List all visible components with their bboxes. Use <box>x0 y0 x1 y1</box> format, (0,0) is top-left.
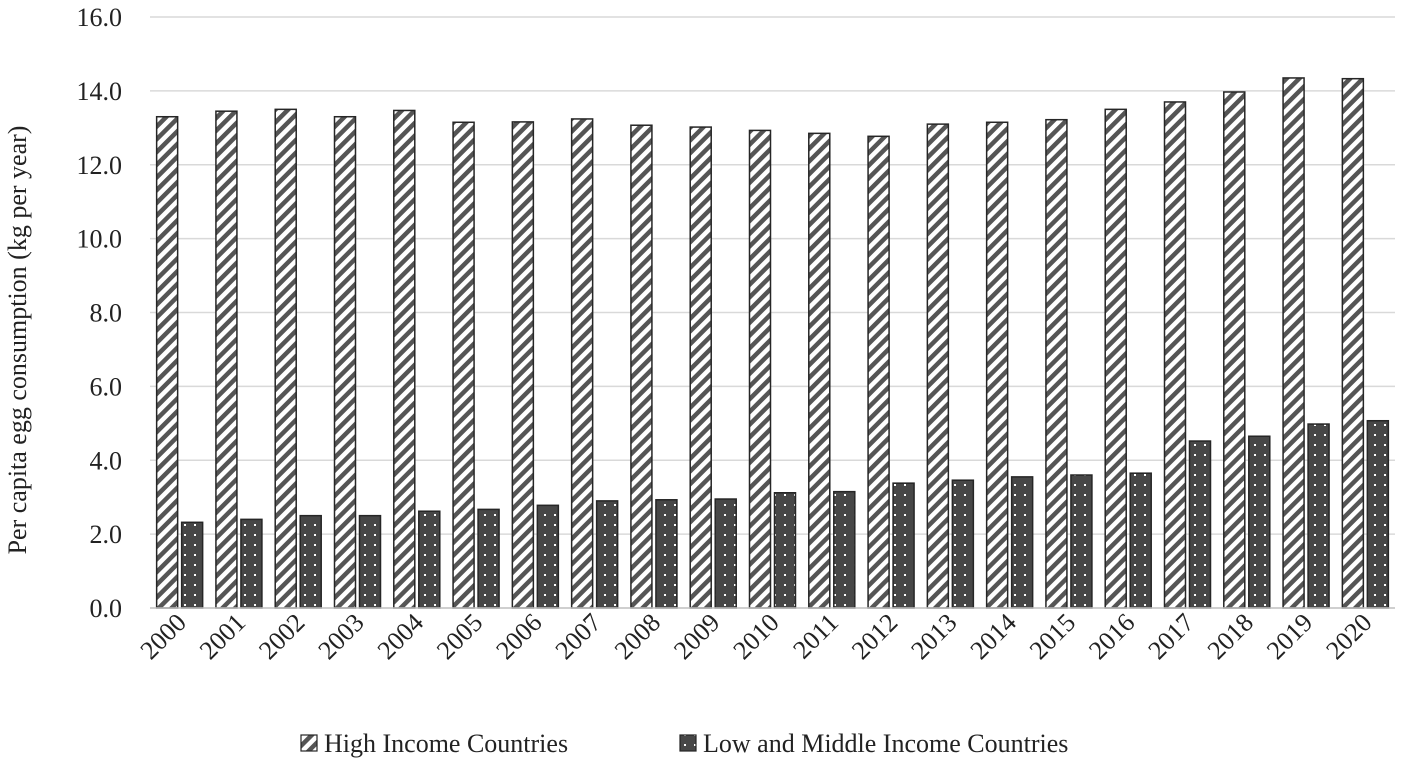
y-tick-label: 14.0 <box>77 77 123 106</box>
bar-high-income <box>1282 77 1305 609</box>
y-tick-label: 16.0 <box>77 3 123 32</box>
y-tick-label: 2.0 <box>90 520 123 549</box>
bar-low-middle-income <box>714 498 737 609</box>
x-tick-label: 2018 <box>1202 608 1259 665</box>
bar-low-middle-income <box>1129 472 1152 609</box>
bar-high-income <box>274 108 297 609</box>
bar-low-middle-income <box>1070 474 1093 609</box>
bar-low-middle-income <box>1248 435 1271 609</box>
x-tick-label: 2011 <box>787 608 844 665</box>
x-tick-label: 2013 <box>905 608 962 665</box>
x-tick-label: 2007 <box>550 608 607 665</box>
bar-high-income <box>452 121 475 609</box>
bar-high-income <box>1163 101 1187 609</box>
x-tick-label: 2014 <box>965 608 1022 665</box>
y-tick-label: 6.0 <box>90 372 123 401</box>
x-tick-label: 2015 <box>1024 608 1081 665</box>
x-tick-label: 2006 <box>490 608 547 665</box>
x-tick-label: 2016 <box>1083 608 1140 665</box>
x-tick-label: 2009 <box>668 608 725 665</box>
x-tick-label: 2012 <box>846 608 903 665</box>
x-tick-label: 2017 <box>1142 608 1199 665</box>
bar-high-income <box>333 115 357 609</box>
bar-high-income <box>511 121 535 609</box>
bar-low-middle-income <box>240 518 263 609</box>
bar-high-income <box>689 126 712 609</box>
bar-low-middle-income <box>299 514 322 609</box>
bar-high-income <box>1223 91 1246 609</box>
bar-low-middle-income <box>833 490 856 609</box>
gridlines <box>150 16 1395 535</box>
y-tick-label: 10.0 <box>77 225 123 254</box>
bar-low-middle-income <box>1366 419 1390 609</box>
y-tick-label: 8.0 <box>90 299 123 328</box>
bar-low-middle-income <box>892 482 915 609</box>
bar-low-middle-income <box>180 521 204 609</box>
legend-label: High Income Countries <box>324 729 568 758</box>
x-tick-label: 2003 <box>312 608 369 665</box>
bar-low-middle-income <box>655 499 678 609</box>
bar-high-income <box>748 129 772 609</box>
x-tick-label: 2008 <box>609 608 666 665</box>
x-tick-label: 2004 <box>372 608 429 665</box>
bar-high-income <box>1341 77 1365 609</box>
bar-high-income <box>985 121 1009 609</box>
bar-high-income <box>393 109 416 609</box>
bar-low-middle-income <box>477 508 500 609</box>
legend-label: Low and Middle Income Countries <box>703 729 1068 758</box>
bar-high-income <box>630 124 653 609</box>
bar-low-middle-income <box>595 500 619 609</box>
bar-high-income <box>926 123 950 609</box>
bar-high-income <box>215 110 238 609</box>
legend-swatch-low-middle-income <box>679 734 697 752</box>
bar-high-income <box>1104 108 1127 609</box>
bar-low-middle-income <box>1188 440 1212 609</box>
x-tick-label: 2020 <box>1320 608 1377 665</box>
bars <box>155 77 1390 609</box>
y-axis-label: Per capita egg consumption (kg per year) <box>3 126 32 555</box>
x-tick-label: 2002 <box>253 608 310 665</box>
bar-high-income <box>1045 118 1068 609</box>
bar-high-income <box>570 118 594 609</box>
bar-high-income <box>808 132 831 609</box>
x-axis-ticks: 2000 2001 2002 2003 2004 2005 2006 2007 2008 2009… <box>135 608 1378 665</box>
bar-high-income <box>155 115 179 609</box>
y-tick-label: 12.0 <box>77 151 123 180</box>
bar-low-middle-income <box>418 510 441 609</box>
y-axis-ticks: 0.0 2.0 4.0 6.0 8.0 10.0 12.0 14.0 16.0 <box>77 3 123 623</box>
legend-swatch-high-income <box>300 734 318 752</box>
x-tick-label: 2000 <box>135 608 192 665</box>
bar-low-middle-income <box>951 479 975 609</box>
bar-low-middle-income <box>1307 423 1330 609</box>
x-tick-label: 2001 <box>194 608 251 665</box>
y-tick-label: 4.0 <box>90 446 123 475</box>
y-tick-label: 0.0 <box>90 594 123 623</box>
bar-low-middle-income <box>773 492 797 609</box>
bar-high-income <box>867 135 890 609</box>
bar-low-middle-income <box>358 514 382 609</box>
x-tick-label: 2010 <box>727 608 784 665</box>
x-tick-label: 2019 <box>1261 608 1318 665</box>
x-tick-label: 2005 <box>431 608 488 665</box>
bar-low-middle-income <box>536 504 560 609</box>
legend: High Income Countries Low and Middle Inco… <box>300 729 1068 758</box>
bar-low-middle-income <box>1010 476 1034 609</box>
